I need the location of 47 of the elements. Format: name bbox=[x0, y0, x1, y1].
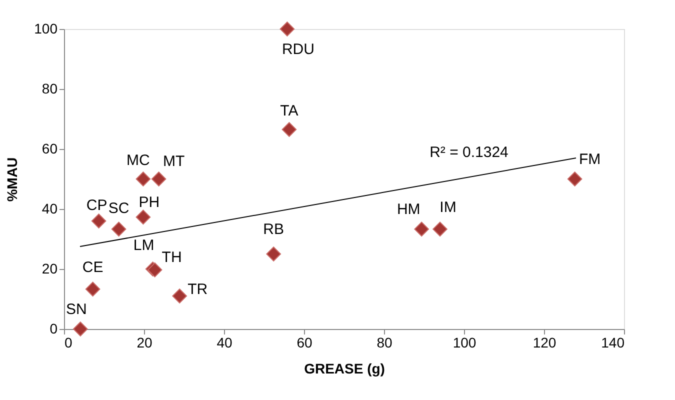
annotation: HM bbox=[396, 201, 420, 218]
point bbox=[91, 214, 106, 228]
annotation: SC bbox=[108, 200, 130, 218]
x-tick-label: 60 bbox=[296, 334, 312, 350]
annotation: RB bbox=[263, 221, 284, 238]
point bbox=[151, 172, 166, 186]
annotation: MC bbox=[126, 152, 150, 169]
point bbox=[432, 222, 448, 236]
x-tick-label: 140 bbox=[601, 334, 625, 350]
point bbox=[85, 282, 100, 296]
point bbox=[567, 172, 582, 186]
annotation: LM bbox=[133, 237, 154, 254]
annotation: TH bbox=[162, 248, 182, 266]
y-tick-label: 0 bbox=[50, 320, 58, 336]
point bbox=[111, 222, 126, 236]
y-tick-label: 20 bbox=[42, 260, 58, 276]
annotation: R² = 0.1324 bbox=[430, 144, 508, 161]
x-axis-title: GREASE (g) bbox=[304, 360, 385, 376]
point bbox=[136, 210, 151, 224]
annotation: CP bbox=[86, 197, 108, 214]
annotation: CE bbox=[82, 259, 104, 276]
point bbox=[280, 22, 295, 36]
annotation: FM bbox=[578, 151, 601, 168]
x-tick-label: 0 bbox=[64, 334, 72, 350]
y-tick-label: 100 bbox=[34, 20, 58, 36]
point bbox=[73, 322, 88, 336]
x-tick-label: 20 bbox=[136, 334, 152, 350]
y-axis-title: %MAU bbox=[4, 157, 20, 202]
y-tick-label: 80 bbox=[42, 80, 58, 96]
x-tick-label: 120 bbox=[532, 334, 556, 350]
x-tick-label: 100 bbox=[452, 334, 476, 350]
point bbox=[414, 222, 429, 236]
annotation: PH bbox=[138, 194, 160, 212]
x-tick-label: 80 bbox=[376, 334, 392, 350]
point bbox=[282, 122, 297, 137]
point bbox=[172, 288, 187, 304]
point bbox=[136, 172, 151, 186]
x-tick-label: 40 bbox=[216, 334, 232, 350]
y-tick-label: 60 bbox=[42, 140, 58, 156]
annotation: TR bbox=[188, 281, 208, 298]
point bbox=[266, 246, 281, 262]
annotation: RDU bbox=[282, 41, 314, 58]
y-tick-label: 40 bbox=[42, 200, 58, 216]
annotation: TA bbox=[280, 102, 298, 120]
annotation: MT bbox=[162, 153, 185, 170]
annotation: SN bbox=[66, 301, 87, 318]
annotation: IM bbox=[440, 199, 456, 216]
